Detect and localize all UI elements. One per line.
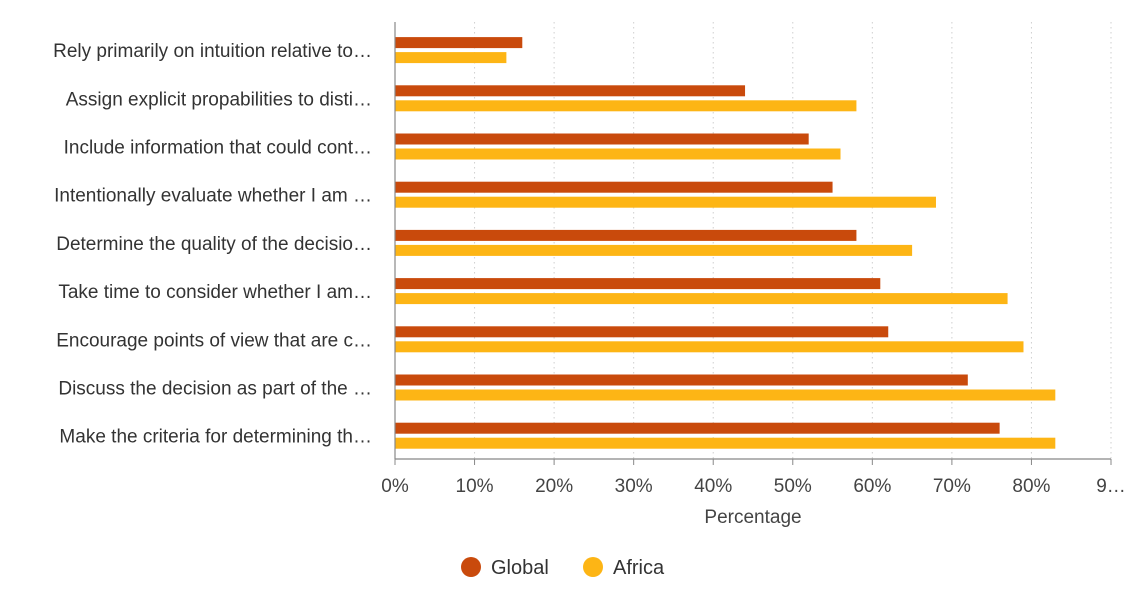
x-tick-label: 50% xyxy=(774,476,812,497)
x-tick-labels: 0% 10% 20% 30% 40% 50% 60% 70% 80% 9… xyxy=(381,459,1126,497)
legend-label: Global xyxy=(491,557,549,579)
bar-africa-8[interactable] xyxy=(395,389,1056,401)
bar-global-5[interactable] xyxy=(395,229,857,241)
x-tick-label: 80% xyxy=(1012,476,1050,497)
x-tick-label: 70% xyxy=(933,476,971,497)
axes xyxy=(394,22,1111,460)
legend-item-global[interactable]: Global xyxy=(461,557,549,579)
legend-swatch xyxy=(583,557,603,577)
legend-item-africa[interactable]: Africa xyxy=(583,557,665,579)
x-tick-label: 60% xyxy=(853,476,891,497)
bar-africa-4[interactable] xyxy=(395,196,936,208)
bar-global-6[interactable] xyxy=(395,278,881,290)
legend-label: Africa xyxy=(613,557,665,579)
legend[interactable]: Global Africa xyxy=(461,557,665,579)
legend-swatch xyxy=(461,557,481,577)
bar-africa-9[interactable] xyxy=(395,437,1056,449)
bar-global-1[interactable] xyxy=(395,37,523,49)
category-label: Make the criteria for determining th… xyxy=(59,427,372,448)
bar-africa-5[interactable] xyxy=(395,244,913,256)
x-tick-label: 9… xyxy=(1096,476,1126,497)
bar-global-3[interactable] xyxy=(395,133,809,145)
category-label: Discuss the decision as part of the … xyxy=(58,379,372,400)
category-label: Take time to consider whether I am… xyxy=(58,282,372,303)
bar-global-2[interactable] xyxy=(395,85,746,97)
x-tick-label: 10% xyxy=(456,476,494,497)
bar-africa-1[interactable] xyxy=(395,52,507,64)
category-label: Include information that could cont… xyxy=(64,138,372,159)
bar-global-8[interactable] xyxy=(395,374,968,386)
bar-global-7[interactable] xyxy=(395,326,889,338)
x-tick-label: 0% xyxy=(381,476,409,497)
x-tick-label: 20% xyxy=(535,476,573,497)
category-label: Determine the quality of the decisio… xyxy=(56,234,372,255)
x-tick-label: 40% xyxy=(694,476,732,497)
bar-africa-3[interactable] xyxy=(395,148,841,160)
bar-africa-6[interactable] xyxy=(395,293,1008,305)
bar-africa-2[interactable] xyxy=(395,100,857,112)
bar-global-9[interactable] xyxy=(395,422,1000,434)
bars xyxy=(395,37,1056,449)
bar-africa-7[interactable] xyxy=(395,341,1024,353)
bar-global-4[interactable] xyxy=(395,181,833,193)
category-label: Rely primarily on intuition relative to… xyxy=(53,41,372,62)
category-label: Intentionally evaluate whether I am … xyxy=(54,186,372,207)
category-label: Assign explicit propabilities to disti… xyxy=(66,89,372,110)
x-axis-label: Percentage xyxy=(704,507,801,528)
category-labels: Rely primarily on intuition relative to…… xyxy=(53,41,372,448)
x-tick-label: 30% xyxy=(615,476,653,497)
category-label: Encourage points of view that are c… xyxy=(56,330,372,351)
